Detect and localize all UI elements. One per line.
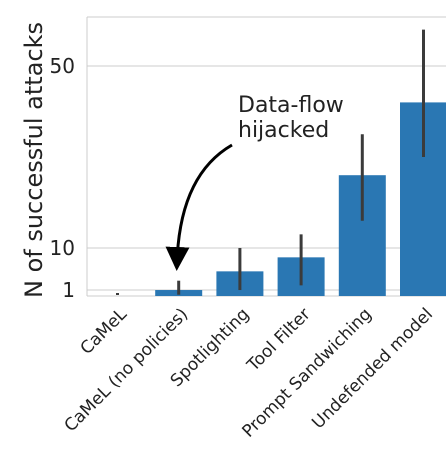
annotation-line-1: Data-flow bbox=[238, 93, 344, 118]
annotation-arrow bbox=[165, 143, 233, 271]
x-tick-label: Undefended model bbox=[308, 304, 437, 433]
y-tick-label: 10 bbox=[50, 236, 75, 260]
y-axis-label: N of successful attacks bbox=[20, 22, 48, 298]
y-tick-label: 50 bbox=[50, 54, 75, 78]
x-tick-label: CaMeL bbox=[77, 304, 132, 359]
annotation-line-2: hijacked bbox=[238, 118, 329, 143]
y-tick-label: 1 bbox=[62, 278, 75, 302]
